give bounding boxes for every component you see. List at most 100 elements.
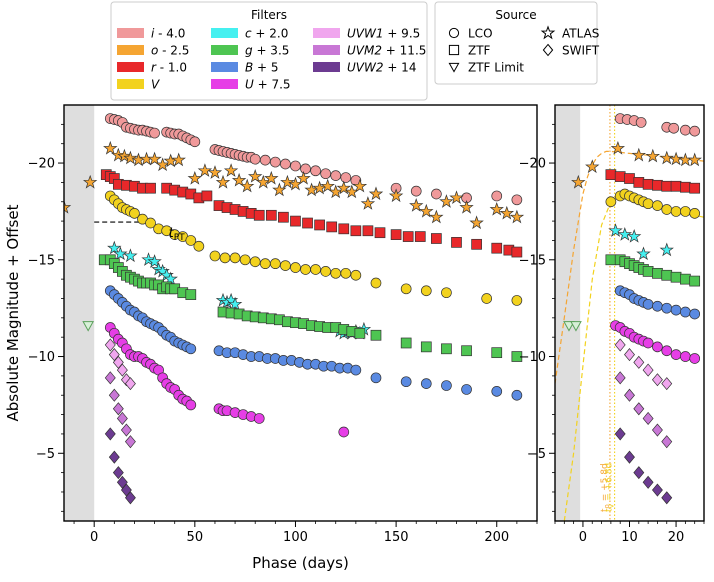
data-point <box>491 190 503 202</box>
data-point <box>330 170 342 181</box>
data-point <box>82 321 95 332</box>
series-o-2-5 <box>571 140 702 189</box>
series-r-1-0 <box>100 169 523 258</box>
data-point <box>360 196 376 210</box>
data-point <box>129 208 140 219</box>
data-point <box>652 300 663 312</box>
data-point <box>652 341 663 353</box>
data-point <box>420 341 432 353</box>
data-point <box>624 348 635 362</box>
data-point <box>256 174 271 189</box>
data-point <box>300 264 311 275</box>
data-point <box>201 190 213 202</box>
legend-swatch <box>211 45 238 55</box>
legend-swatch <box>211 79 238 89</box>
data-point <box>439 194 454 208</box>
data-point <box>104 427 116 441</box>
data-point <box>605 254 617 266</box>
data-point <box>420 378 432 389</box>
data-point <box>112 402 124 416</box>
data-point <box>147 151 162 166</box>
data-point <box>108 450 120 464</box>
data-point <box>633 177 645 188</box>
data-point <box>310 165 321 177</box>
series-u-7-5 <box>104 322 350 438</box>
data-point <box>116 363 128 377</box>
data-point <box>120 483 132 497</box>
data-point <box>670 304 682 316</box>
data-point <box>197 163 213 177</box>
data-point <box>340 267 352 279</box>
data-point <box>451 237 462 248</box>
data-point <box>642 298 654 310</box>
data-point <box>108 388 120 402</box>
data-point <box>390 229 402 240</box>
legend-entry-label: r - 1.0 <box>151 61 187 75</box>
legend-entry-label: UVW2 + 14 <box>347 61 416 75</box>
data-point <box>563 321 575 332</box>
data-point <box>280 174 295 189</box>
data-point <box>112 355 124 369</box>
data-point <box>326 221 338 233</box>
data-point <box>147 254 162 268</box>
axes-frame <box>63 104 538 522</box>
data-point <box>626 229 642 243</box>
data-point <box>370 372 382 384</box>
data-point <box>614 427 626 441</box>
data-point <box>370 329 382 341</box>
data-point <box>409 198 424 212</box>
y-tick-label: −10 <box>519 350 546 365</box>
data-point <box>668 151 684 166</box>
data-point <box>449 190 464 204</box>
data-point <box>103 140 118 155</box>
data-point <box>689 308 701 320</box>
data-point <box>511 246 523 258</box>
series-ztf-limit <box>563 321 582 332</box>
data-point <box>290 160 301 172</box>
series-uvm2-11-5 <box>104 371 136 449</box>
data-point <box>624 173 635 184</box>
legend-entry-label: o - 2.5 <box>151 44 189 58</box>
series-uvw1-9-5 <box>104 338 136 391</box>
data-point <box>670 271 682 283</box>
data-point <box>116 475 128 489</box>
data-point <box>362 225 374 237</box>
legend-swatch <box>117 45 144 55</box>
plot-area <box>555 105 704 521</box>
data-point <box>499 205 515 220</box>
data-point <box>402 231 414 242</box>
data-point <box>614 338 626 352</box>
data-point <box>145 217 156 229</box>
data-point <box>431 233 442 244</box>
legend-swatch <box>117 28 144 38</box>
data-point <box>354 327 366 339</box>
data-point <box>642 337 654 349</box>
series-i-4-0 <box>104 113 523 206</box>
data-point <box>680 351 691 362</box>
data-point <box>624 388 635 402</box>
data-point <box>642 475 654 489</box>
data-point <box>668 122 680 134</box>
data-point <box>678 152 693 167</box>
data-point <box>661 491 673 505</box>
data-point <box>614 171 626 182</box>
data-point <box>642 363 654 377</box>
data-point <box>229 252 241 264</box>
data-point <box>328 184 343 199</box>
data-point <box>269 258 281 270</box>
data-point <box>400 376 412 388</box>
data-point <box>219 252 231 264</box>
source-legend-title: Source <box>495 8 536 22</box>
series-v <box>605 188 701 219</box>
data-point <box>689 182 701 194</box>
data-point <box>689 275 701 287</box>
data-point <box>617 227 633 241</box>
data-point <box>420 285 432 297</box>
data-point <box>651 373 663 387</box>
data-point <box>459 199 474 214</box>
data-point <box>116 411 128 425</box>
data-point <box>113 246 128 261</box>
data-point <box>290 215 301 227</box>
data-point <box>368 186 384 201</box>
